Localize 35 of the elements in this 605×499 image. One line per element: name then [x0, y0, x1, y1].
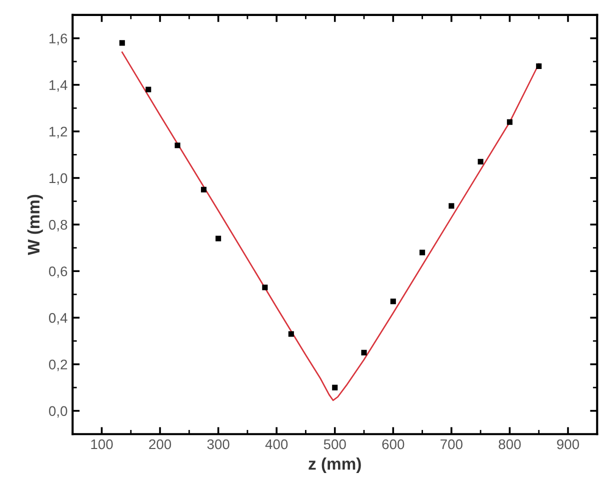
y-tick-label: 0,4 — [48, 313, 68, 325]
point — [390, 298, 396, 304]
y-tick-label: 0,2 — [48, 360, 68, 372]
x-tick-label: 600 — [382, 439, 404, 450]
point — [420, 250, 426, 256]
point — [506, 119, 512, 125]
x-tick-label: 100 — [91, 439, 113, 450]
point — [332, 384, 338, 390]
x-axis-title: z (mm) — [308, 457, 361, 474]
x-tick-label: 300 — [207, 439, 230, 450]
x-tick-label: 500 — [324, 439, 346, 450]
y-tick-label: 1,6 — [49, 34, 68, 46]
point — [288, 331, 294, 337]
y-tick-label: 1,2 — [49, 126, 68, 138]
y-tick-label: 0,8 — [48, 220, 68, 232]
point — [200, 186, 207, 192]
point — [146, 86, 152, 92]
y-tick-label: 1,4 — [49, 80, 68, 92]
point — [262, 284, 268, 290]
x-tick-label: 400 — [265, 439, 288, 450]
y-tick-label: 1,0 — [49, 173, 68, 185]
y-tick-label: 0,0 — [48, 406, 68, 418]
point — [119, 40, 125, 46]
point — [216, 236, 222, 242]
point — [361, 350, 367, 356]
point — [448, 203, 454, 209]
x-tick-label: 700 — [440, 439, 462, 450]
x-tick-label: 800 — [498, 439, 521, 450]
y-axis-title: W (mm) — [27, 194, 43, 256]
x-tick-label: 200 — [149, 439, 172, 450]
point — [536, 63, 542, 69]
point — [174, 142, 180, 148]
y-tick-label: 0,6 — [48, 266, 68, 278]
point — [478, 158, 484, 164]
x-tick-label: 900 — [557, 439, 580, 450]
